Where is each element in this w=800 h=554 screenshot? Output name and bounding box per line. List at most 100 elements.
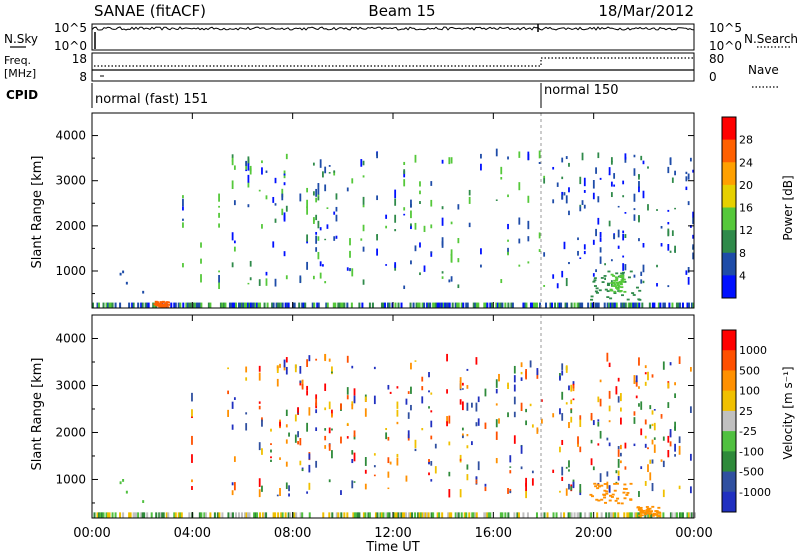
data-cell: [518, 217, 521, 225]
nsky-tick-top: 10^5: [54, 21, 87, 35]
data-cell: [650, 510, 654, 513]
data-cell: [656, 283, 658, 287]
data-cell: [371, 302, 374, 308]
data-cell: [182, 263, 184, 268]
data-cell: [639, 509, 643, 511]
data-cell: [389, 461, 392, 465]
data-cell: [337, 302, 340, 308]
data-cell: [466, 464, 469, 470]
data-cell: [588, 512, 591, 518]
data-cell: [328, 427, 331, 434]
data-cell: [565, 156, 568, 160]
data-cell: [147, 302, 150, 308]
nsky-tick-bottom: 10^0: [54, 39, 87, 53]
data-cell: [396, 401, 399, 409]
data-cell: [409, 512, 412, 518]
data-cell: [475, 512, 478, 518]
data-cell: [603, 483, 607, 485]
data-cell: [644, 435, 647, 439]
data-cell: [654, 510, 658, 513]
data-cell: [397, 302, 400, 308]
data-cell: [459, 489, 462, 498]
data-cell: [254, 512, 257, 518]
data-cell: [227, 512, 230, 518]
data-cell: [692, 512, 695, 518]
data-cell: [651, 514, 655, 517]
data-cell: [448, 302, 451, 308]
beam-title: Beam 15: [368, 2, 435, 20]
data-cell: [667, 435, 670, 443]
data-cell: [110, 302, 113, 308]
data-cell: [600, 512, 603, 518]
data-cell: [248, 512, 251, 518]
data-cell: [633, 443, 636, 447]
x-tick-label: 16:00: [475, 526, 512, 541]
data-cell: [96, 302, 99, 308]
data-cell: [599, 237, 602, 242]
data-cell: [99, 512, 102, 518]
data-cell: [430, 512, 433, 518]
data-cell: [312, 162, 315, 166]
data-cell: [608, 405, 611, 412]
data-cell: [480, 153, 482, 159]
data-cell: [331, 512, 334, 518]
data-cell: [146, 512, 149, 518]
data-cell: [258, 401, 261, 404]
data-cell: [489, 512, 492, 518]
data-cell: [689, 453, 692, 461]
data-cell: [177, 512, 180, 518]
data-cell: [119, 512, 122, 518]
data-cell: [477, 461, 480, 471]
data-cell: [598, 289, 602, 292]
data-cell: [263, 302, 266, 308]
colorbar-tick-label: 12: [739, 224, 753, 237]
data-cell: [674, 393, 676, 399]
data-cell: [633, 168, 636, 176]
data-cell: [675, 512, 678, 518]
data-cell: [283, 173, 286, 176]
data-cell: [140, 302, 143, 308]
data-cell: [351, 401, 354, 406]
data-cell: [606, 296, 610, 299]
data-cell: [587, 302, 590, 308]
data-cell: [599, 430, 602, 439]
data-cell: [293, 302, 296, 308]
data-cell: [675, 302, 678, 308]
data-cell: [531, 302, 534, 308]
data-cell: [622, 195, 625, 198]
data-cell: [640, 428, 643, 436]
data-cell: [240, 302, 243, 308]
data-cell: [678, 302, 681, 308]
data-cell: [144, 302, 147, 308]
data-cell: [543, 512, 546, 518]
data-cell: [428, 390, 430, 393]
data-cell: [527, 151, 530, 160]
data-cell: [182, 198, 184, 207]
data-cell: [335, 512, 338, 518]
data-cell: [248, 302, 251, 308]
nsearch-tick-bottom: 10^0: [709, 39, 742, 53]
data-cell: [627, 302, 630, 308]
nsearch-tick-top: 10^5: [709, 21, 742, 35]
data-cell: [228, 302, 231, 308]
data-cell: [177, 302, 180, 308]
data-cell: [540, 399, 543, 402]
data-cell: [669, 362, 672, 366]
data-cell: [662, 460, 665, 468]
data-cell: [603, 489, 607, 492]
data-cell: [448, 157, 451, 165]
data-cell: [622, 180, 625, 185]
data-cell: [396, 453, 399, 458]
data-cell: [501, 302, 504, 308]
data-cell: [640, 271, 643, 276]
data-cell: [200, 302, 203, 308]
data-cell: [414, 448, 417, 452]
data-cell: [297, 431, 299, 438]
data-cell: [613, 173, 616, 179]
data-cell: [383, 302, 386, 308]
data-cell: [319, 159, 322, 168]
data-cell: [685, 186, 688, 191]
data-cell: [132, 302, 135, 308]
data-cell: [308, 407, 311, 416]
data-cell: [188, 302, 191, 308]
